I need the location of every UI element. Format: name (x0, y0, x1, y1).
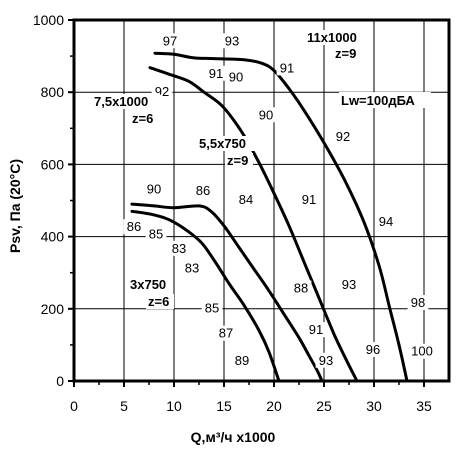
x-tick-label: 35 (416, 398, 432, 414)
y-tick-label: 600 (41, 156, 65, 172)
noise-label-bg (362, 341, 384, 357)
x-tick-label: 15 (216, 398, 232, 414)
noise-label-bg (123, 219, 145, 235)
noise-label-bg (231, 352, 253, 368)
y-tick-label: 400 (41, 229, 65, 245)
curve-label-bg (197, 136, 257, 151)
noise-level-label: 85 (149, 226, 163, 241)
curve-name-label: 7,5x1000 (94, 94, 148, 109)
x-tick-label: 25 (316, 398, 332, 414)
noise-label-bg (375, 213, 397, 229)
x-tick-label: 10 (166, 398, 182, 414)
curve-name-label: 3x750 (130, 277, 166, 292)
noise-label-bg (290, 280, 312, 296)
series-line (130, 209, 281, 383)
y-tick-label: 200 (41, 301, 65, 317)
noise-level-label: 91 (309, 322, 323, 337)
curve-name-label: z=6 (148, 294, 169, 309)
curve-name-label: 5,5x750 (199, 136, 246, 151)
noise-label-bg (143, 181, 165, 197)
series-line (148, 66, 359, 383)
curve-label-bg (146, 294, 174, 309)
noise-level-label: 87 (219, 326, 233, 341)
curve-name-label: z=9 (227, 153, 248, 168)
noise-level-label: 100 (411, 344, 433, 359)
noise-label-bg (225, 69, 247, 85)
noise-level-label: 91 (302, 192, 316, 207)
y-tick-label: 1000 (33, 12, 64, 28)
curve-label-bg (130, 111, 158, 126)
noise-level-label: 88 (294, 281, 308, 296)
curve-label-bg (225, 153, 253, 168)
noise-label-bg (407, 294, 429, 310)
noise-level-label: 93 (225, 33, 239, 48)
noise-level-label: 97 (163, 33, 177, 48)
annotation-bg (339, 92, 431, 108)
noise-label-bg (205, 65, 227, 81)
noise-label-bg (332, 128, 354, 144)
grid (74, 20, 449, 381)
noise-label-bg (315, 352, 337, 368)
noise-label-bg (407, 343, 437, 359)
noise-level-label: 96 (366, 342, 380, 357)
noise-level-label: 86 (196, 183, 210, 198)
noise-label-bg (168, 240, 190, 256)
axes: 0 5 10 15 20 25 30 35 0 200 400 600 800 1000 (33, 12, 432, 414)
noise-label-bg (145, 226, 167, 242)
noise-level-label: 85 (205, 300, 219, 315)
noise-label-bg (305, 322, 327, 338)
y-tick-label: 0 (56, 373, 64, 389)
noise-level-label: 98 (411, 295, 425, 310)
noise-level-label: 91 (209, 66, 223, 81)
curve-name-label: z=9 (335, 46, 356, 61)
noise-level-label: 83 (185, 261, 199, 276)
sound-power-annotation: Lw=100дБА (341, 93, 415, 108)
noise-label-bg (338, 276, 360, 292)
plot-frame (72, 18, 451, 383)
curve-label-bg (305, 30, 365, 45)
noise-level-label: 90 (229, 69, 243, 84)
curve-label-bg (92, 94, 160, 109)
noise-level-label: 84 (239, 192, 253, 207)
noise-label-bg (255, 107, 277, 123)
y-tick-label: 800 (41, 84, 65, 100)
noise-level-label: 90 (259, 107, 273, 122)
noise-label-bg (298, 192, 320, 208)
noise-label-bg (181, 260, 203, 276)
series-line (130, 202, 324, 383)
x-tick-label: 30 (366, 398, 382, 414)
series-line (153, 51, 409, 383)
noise-label-bg (215, 325, 237, 341)
noise-label-bg (159, 33, 181, 49)
noise-level-label: 86 (127, 219, 141, 234)
noise-level-label: 91 (280, 60, 294, 75)
curve-name-label: z=6 (132, 111, 153, 126)
noise-label-bg (235, 192, 257, 208)
curves (130, 51, 409, 383)
noise-level-label: 83 (172, 241, 186, 256)
curve-name-label: 11x1000 (307, 30, 357, 45)
y-axis-title: Psv, Па (20°C) (7, 159, 23, 253)
noise-level-label: 93 (342, 277, 356, 292)
x-tick-label: 20 (266, 398, 282, 414)
noise-level-label: 92 (336, 129, 350, 144)
noise-level-label: 94 (379, 214, 393, 229)
curve-label-bg (128, 277, 172, 292)
noise-level-label: 90 (147, 181, 161, 196)
x-tick-label: 5 (120, 398, 128, 414)
noise-level-label: 93 (319, 353, 333, 368)
curve-label-bg (333, 46, 361, 61)
noise-label-bg (276, 60, 298, 76)
noise-label-bg (221, 33, 243, 49)
x-axis-title: Q,м³/ч x1000 (191, 429, 276, 445)
x-tick-label: 0 (70, 398, 78, 414)
noise-label-bg (192, 183, 214, 199)
noise-level-label: 89 (235, 353, 249, 368)
noise-label-bg (201, 300, 223, 316)
